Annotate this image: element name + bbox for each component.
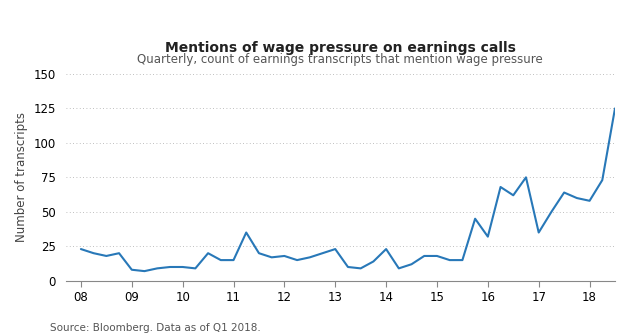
Text: Quarterly, count of earnings transcripts that mention wage pressure: Quarterly, count of earnings transcripts… [137, 53, 543, 66]
Text: Source: Bloomberg. Data as of Q1 2018.: Source: Bloomberg. Data as of Q1 2018. [50, 323, 261, 333]
Y-axis label: Number of transcripts: Number of transcripts [15, 112, 28, 242]
Title: Mentions of wage pressure on earnings calls: Mentions of wage pressure on earnings ca… [165, 41, 516, 55]
